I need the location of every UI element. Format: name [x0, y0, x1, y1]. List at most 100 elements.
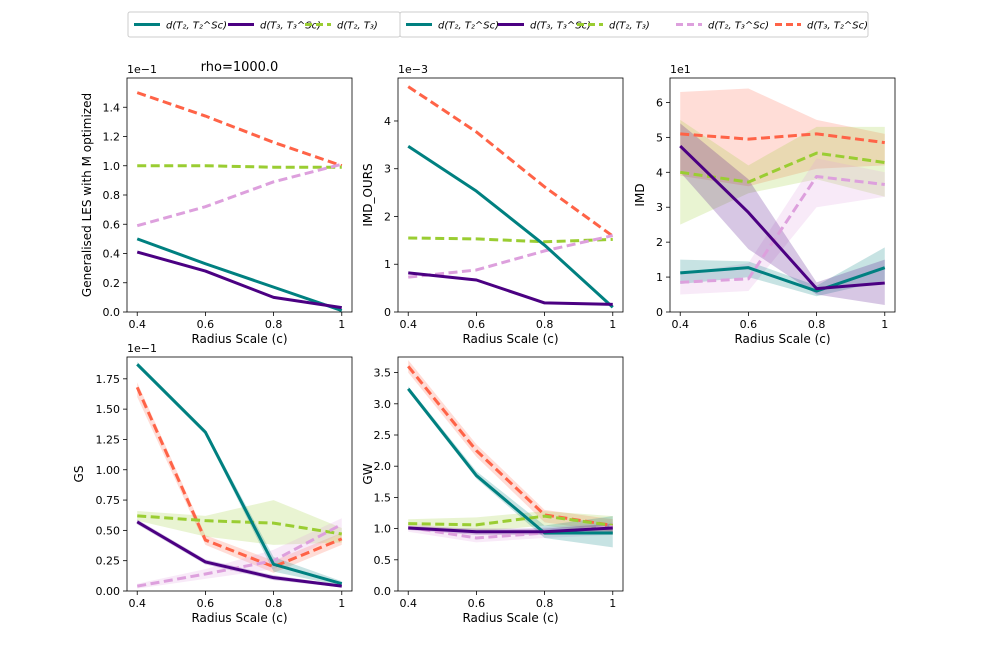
series-line-1-2 [408, 234, 614, 279]
x-tick-label-1-0: 0.4 [399, 318, 417, 331]
x-axis-label-4: Radius Scale (c) [462, 611, 558, 625]
series-line-4-1 [408, 514, 613, 527]
y-tick-label-1-3: 3 [384, 163, 391, 176]
y-tick-label-3-7: 1.75 [96, 373, 121, 386]
y-tick-label-1-1: 1 [384, 258, 391, 271]
y-tick-label-0-0: 0.0 [103, 306, 121, 319]
x-tick-label-2-1: 0.6 [740, 318, 758, 331]
series-line-0-1 [137, 164, 342, 169]
x-tick-label-3-3: 1 [338, 597, 345, 610]
y-axis-label-1: IMD_OURS [361, 163, 375, 226]
series-line-2-4 [679, 145, 885, 291]
y-tick-label-1-2: 2 [384, 210, 391, 223]
x-tick-label-1-1: 0.6 [468, 318, 486, 331]
legend-label-7: d(T₃, T₂^Sc) [807, 21, 868, 32]
chart-panel-3: 0.4 0.6 0.8 1 0.00 0.25 0.50 0.75 1.00 1.25 1.50 1.… [72, 342, 353, 625]
x-tick-label-4-2: 0.8 [536, 597, 554, 610]
chart-panel-0: 0.4 0.6 0.8 1 0.0 0.2 0.4 0.6 0.8 1.0 1.2 1.4 1e−1 rh… [80, 60, 353, 346]
x-axis-label-0: Radius Scale (c) [191, 332, 287, 346]
legend-label-4: d(T₃, T₃^Sc) [530, 21, 591, 32]
series-line-4-0 [407, 365, 614, 527]
x-tick-label-4-1: 0.6 [468, 597, 486, 610]
y-axis-label-3: GS [72, 466, 86, 483]
y-tick-label-4-5: 2.5 [374, 429, 392, 442]
series-line-0-4 [136, 250, 342, 310]
x-tick-label-0-2: 0.8 [265, 318, 283, 331]
y-tick-label-2-3: 3 [656, 201, 663, 214]
band-2-1 [680, 119, 885, 225]
y-tick-label-0-4: 0.8 [103, 189, 121, 202]
y-tick-label-4-3: 1.5 [374, 491, 392, 504]
y-tick-label-3-1: 0.25 [96, 555, 121, 568]
axes-frame-1 [397, 77, 624, 313]
chart-title-0: rho=1000.0 [201, 60, 279, 75]
series-line-4-4 [408, 526, 613, 534]
band-2-2 [680, 158, 885, 295]
series-line-3-2 [136, 522, 343, 588]
x-axis-label-2: Radius Scale (c) [734, 332, 830, 346]
legend-label-1: d(T₃, T₃^Sc) [260, 21, 321, 32]
y-tick-label-0-5: 1.0 [103, 160, 121, 173]
series-line-2-1 [680, 151, 885, 184]
series-line-2-2 [680, 174, 885, 284]
y-tick-label-1-0: 0 [384, 306, 391, 319]
series-line-3-1 [137, 514, 343, 536]
x-tick-label-4-3: 1 [609, 597, 616, 610]
series-line-0-2 [136, 162, 343, 228]
series-line-4-2 [407, 525, 613, 540]
x-tick-label-3-2: 0.8 [265, 597, 283, 610]
y-tick-label-3-4: 1.00 [96, 464, 121, 477]
y-tick-label-0-6: 1.2 [103, 131, 121, 144]
axes-frame-4 [397, 356, 624, 592]
y-tick-label-3-6: 1.50 [96, 403, 121, 416]
axes-frame-3 [126, 356, 353, 592]
series-line-3-0 [135, 386, 343, 569]
y-axis-label-2: IMD [633, 183, 647, 206]
x-tick-label-4-0: 0.4 [399, 597, 417, 610]
series-line-1-1 [408, 236, 613, 244]
y-tick-label-4-1: 0.5 [374, 554, 392, 567]
y-tick-label-0-3: 0.6 [103, 218, 121, 231]
y-tick-label-0-7: 1.4 [103, 101, 121, 114]
y-tick-label-2-2: 2 [656, 236, 663, 249]
legend: d(T₂, T₂^Sc) d(T₃, T₃^Sc) d(T₂, T₃) d(T₂, T… [127, 11, 869, 38]
y-tick-label-2-4: 4 [656, 166, 663, 179]
y-tick-label-2-0: 0 [656, 306, 663, 319]
legend-label-6: d(T₂, T₃^Sc) [708, 21, 769, 32]
band-2-4 [680, 123, 885, 306]
x-tick-label-0-1: 0.6 [197, 318, 215, 331]
y-tick-label-4-7: 3.5 [374, 367, 392, 380]
legend-label-3: d(T₂, T₂^Sc) [438, 21, 499, 32]
y-multiplier-0: 1e−1 [127, 63, 157, 76]
y-tick-label-3-0: 0.00 [96, 585, 121, 598]
legend-label-0: d(T₂, T₂^Sc) [166, 21, 227, 32]
chart-panels: 0.4 0.6 0.8 1 0.0 0.2 0.4 0.6 0.8 1.0 1.2 1.4 1e−1 rh… [72, 60, 896, 625]
x-axis-label-1: Radius Scale (c) [462, 332, 558, 346]
band-4-3 [408, 386, 613, 548]
y-tick-label-4-4: 2.0 [374, 460, 392, 473]
series-line-2-3 [680, 266, 886, 293]
x-tick-label-2-0: 0.4 [671, 318, 689, 331]
series-line-3-3 [136, 363, 343, 586]
series-line-1-3 [407, 145, 614, 309]
y-multiplier-3: 1e−1 [127, 342, 157, 355]
plot-area-4 [407, 360, 614, 548]
y-tick-label-2-1: 1 [656, 271, 663, 284]
y-tick-label-4-2: 1.0 [374, 523, 392, 536]
y-tick-label-3-3: 0.75 [96, 494, 121, 507]
x-tick-label-3-1: 0.6 [197, 597, 215, 610]
y-tick-label-2-5: 5 [656, 131, 663, 144]
plot-area-3 [135, 361, 343, 589]
legend-label-5: d(T₂, T₃) [609, 21, 650, 32]
x-axis-label-3: Radius Scale (c) [191, 611, 287, 625]
chart-panel-2: 0.4 0.6 0.8 1 0 1 2 3 4 5 6 1e1 Radius Scale (c) IMD [633, 63, 896, 346]
plot-area-0 [136, 91, 343, 312]
series-line-0-3 [136, 237, 343, 312]
series-line-0-0 [136, 91, 343, 168]
chart-panel-4: 0.4 0.6 0.8 1 0.0 0.5 1.0 1.5 2.0 2.5 3.0 3.5 Radius… [361, 356, 624, 625]
y-tick-label-0-2: 0.4 [103, 248, 121, 261]
x-tick-label-0-3: 1 [338, 318, 345, 331]
y-tick-label-3-5: 1.25 [96, 433, 121, 446]
x-tick-label-0-0: 0.4 [128, 318, 146, 331]
x-tick-label-3-0: 0.4 [128, 597, 146, 610]
